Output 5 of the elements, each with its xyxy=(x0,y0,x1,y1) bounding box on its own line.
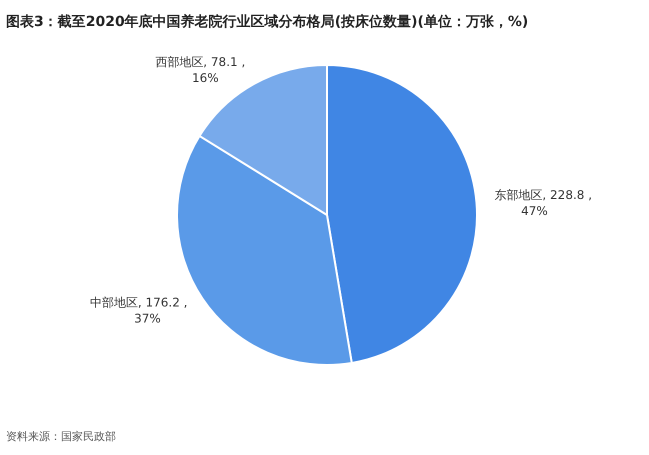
text: 资料来源：国家民政部 xyxy=(6,430,116,443)
slice-label: 东部地区, 228.8 , 47% xyxy=(494,188,592,218)
slice-label: 西部地区, 78.1 , 16% xyxy=(155,55,246,86)
slice-label: 中部地区, 176.2 , 37% xyxy=(90,296,188,326)
chart-title: 图表3：截至2020年底中国养老院行业区域分布格局(按床位数量)(单位：万张，%) xyxy=(6,13,528,30)
